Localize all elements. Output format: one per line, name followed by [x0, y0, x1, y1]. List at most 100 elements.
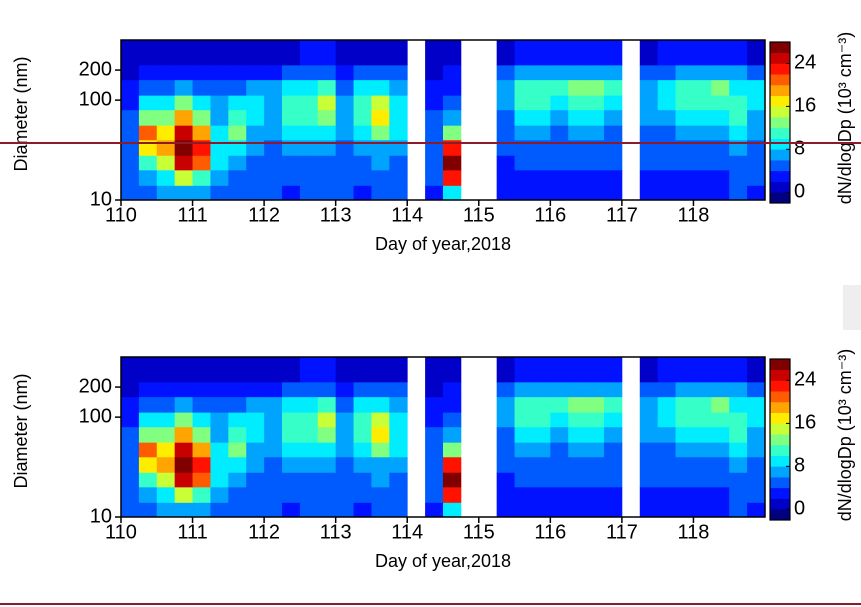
heat-cell [335, 486, 354, 503]
heat-cell [443, 357, 462, 383]
heat-cell [729, 502, 748, 517]
heat-cell [639, 95, 659, 111]
heat-cell [729, 40, 748, 66]
heat-cell [425, 357, 444, 383]
heat-cell [747, 79, 765, 96]
heat-cell [657, 40, 676, 66]
heat-cell [317, 472, 337, 488]
heat-cell [121, 456, 140, 473]
heat-cell [639, 381, 659, 398]
colorbar-frame [769, 41, 791, 204]
heat-cell [568, 109, 587, 126]
heat-cell [496, 486, 515, 503]
heat-cell [246, 412, 265, 428]
heat-cell [353, 502, 372, 517]
heat-cell [729, 169, 748, 186]
heat-cell [443, 426, 462, 443]
heat-cell [550, 472, 569, 488]
x-tick-label: 112 [248, 521, 280, 543]
colorbar-tick-label: 0 [794, 498, 805, 520]
heat-cell [747, 426, 765, 443]
heat-cell [210, 381, 229, 398]
heat-cell [353, 426, 372, 443]
colorbar-swatch [770, 52, 790, 64]
heat-cell [443, 396, 462, 413]
colorbar-tick-label: 16 [794, 412, 816, 434]
heat-cell [335, 442, 354, 458]
heat-cell [657, 472, 676, 488]
heat-cell [210, 502, 229, 517]
heat-cell [425, 79, 444, 96]
heat-cell [353, 412, 372, 428]
heat-cell [425, 155, 444, 171]
heat-cell [425, 125, 444, 141]
heat-cell [174, 64, 193, 81]
y-tick-label: 200 [79, 58, 112, 80]
heat-cell [156, 185, 176, 200]
heat-cell [174, 486, 193, 503]
heat-cell [192, 426, 211, 443]
heat-cell [675, 109, 694, 126]
heat-cell [693, 502, 712, 517]
heat-cell [586, 357, 605, 383]
heat-cell [568, 442, 587, 458]
y-axis-label: Diameter (nm) [11, 373, 31, 488]
heat-cell [335, 456, 354, 473]
heat-cell [693, 456, 712, 473]
heat-cell [389, 502, 408, 517]
heat-cell [228, 155, 247, 171]
heat-cell [299, 155, 319, 171]
heat-cell [156, 64, 176, 81]
x-tick-label: 114 [391, 521, 423, 543]
colorbar-tick-label: 0 [794, 181, 805, 203]
heat-cell [353, 381, 372, 398]
heat-cell [532, 396, 551, 413]
heat-cell [282, 486, 301, 503]
y-tick-label: 100 [79, 405, 112, 427]
x-tick-label: 118 [677, 204, 709, 226]
heat-cell [496, 185, 515, 200]
heat-cell [317, 79, 337, 96]
heat-cell [192, 472, 211, 488]
heat-cell [335, 64, 354, 81]
heat-cell [532, 155, 551, 171]
heat-cell [514, 412, 533, 428]
heat-cell [693, 64, 712, 81]
heatmap [121, 40, 765, 200]
heat-cell [514, 426, 533, 443]
heat-cell [496, 472, 515, 488]
heat-cell [192, 185, 211, 200]
heat-cell [586, 396, 605, 413]
heat-cell [121, 486, 140, 503]
overlay-box [843, 285, 861, 330]
heat-cell [389, 381, 408, 398]
heat-cell [693, 412, 712, 428]
heat-cell [550, 64, 569, 81]
heat-cell [568, 486, 587, 503]
heat-cell [675, 486, 694, 503]
heat-cell [443, 155, 462, 171]
heat-cell [550, 185, 569, 200]
heat-cell [568, 456, 587, 473]
heat-cell [121, 95, 140, 111]
heat-cell [192, 155, 211, 171]
colorbar-swatch [770, 117, 790, 129]
colorbar-swatch [770, 160, 790, 172]
heat-cell [657, 185, 676, 200]
heat-cell [264, 472, 283, 488]
heat-cell [389, 109, 408, 126]
heat-cell [657, 396, 676, 413]
colorbar-swatch [770, 487, 790, 499]
heat-cell [264, 155, 283, 171]
y-tick-label: 10 [90, 188, 112, 210]
heat-cell [282, 357, 301, 383]
heat-cell [586, 426, 605, 443]
heat-cell [174, 442, 193, 458]
colorbar-swatch [770, 369, 790, 381]
heat-cell [729, 79, 748, 96]
heat-cell [317, 64, 337, 81]
heat-cell [246, 109, 265, 126]
heat-cell [389, 185, 408, 200]
heat-cell [729, 456, 748, 473]
